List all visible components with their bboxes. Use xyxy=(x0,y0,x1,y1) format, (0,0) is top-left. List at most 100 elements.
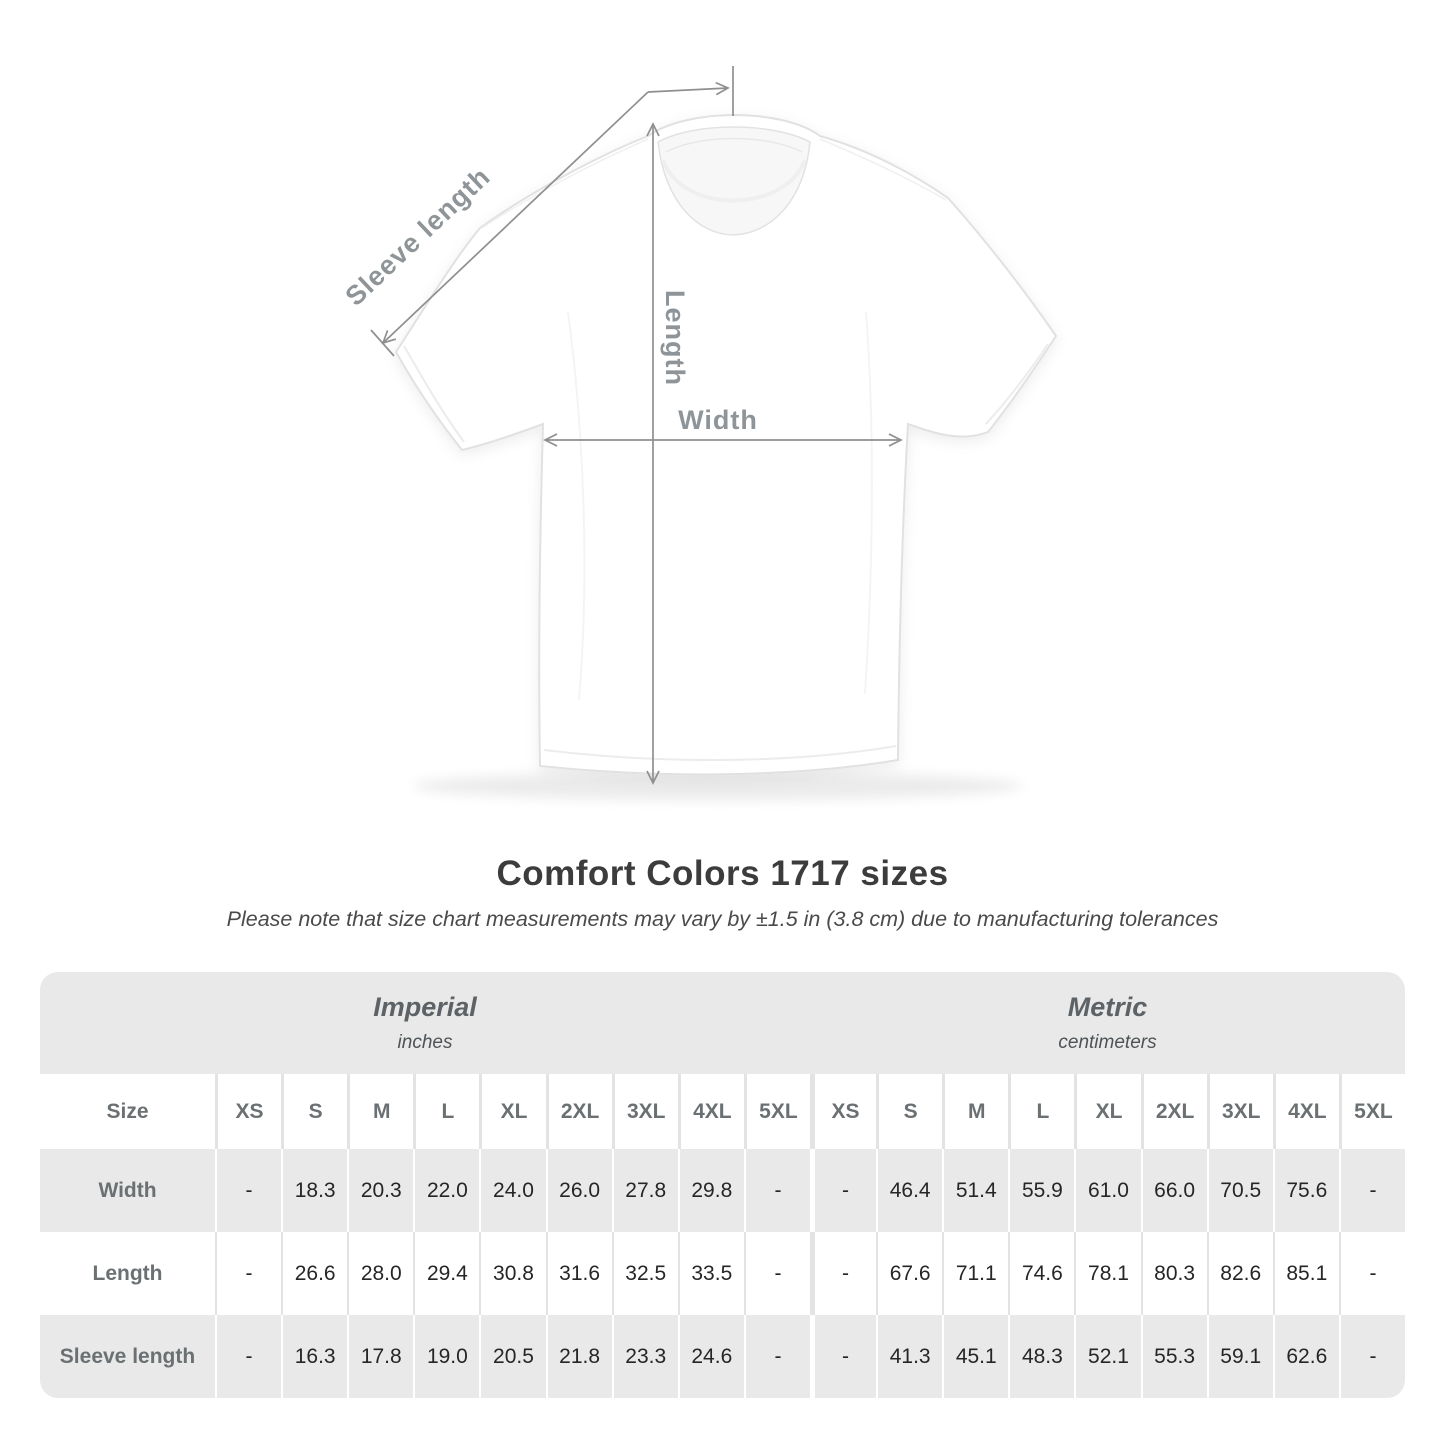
value-cell: 48.3 xyxy=(1008,1315,1075,1398)
value-cell: 55.9 xyxy=(1008,1149,1075,1232)
size-header-cell: L xyxy=(413,1074,480,1149)
left-shoulder-seam xyxy=(481,138,649,229)
value-cell: 61.0 xyxy=(1074,1149,1141,1232)
caption-block: Comfort Colors 1717 sizes Please note th… xyxy=(0,854,1445,932)
value-cell: 52.1 xyxy=(1074,1315,1141,1398)
metric-unit: centimeters xyxy=(1058,1032,1157,1053)
value-cell: 20.5 xyxy=(479,1315,546,1398)
value-cell: - xyxy=(215,1149,282,1232)
value-cell: 17.8 xyxy=(347,1315,414,1398)
value-cell: 29.8 xyxy=(677,1149,744,1232)
width-dimension-label: Width xyxy=(678,405,758,435)
value-cell: - xyxy=(743,1149,810,1232)
size-header-cell: 4XL xyxy=(1272,1074,1339,1149)
bottom-hem-seam xyxy=(543,745,897,762)
size-header-row: Size XS S M L XL 2XL 3XL 4XL 5XL XS S M … xyxy=(40,1074,1405,1149)
page-title: Comfort Colors 1717 sizes xyxy=(496,854,949,893)
right-shoulder-seam xyxy=(819,138,947,201)
value-cell: 59.1 xyxy=(1206,1315,1273,1398)
imperial-unit: inches xyxy=(397,1032,453,1053)
row-label: Length xyxy=(40,1232,215,1315)
collar-ribbing-seam xyxy=(665,137,803,153)
shirt-ground-shadow xyxy=(413,772,1023,800)
value-cell: - xyxy=(1338,1232,1405,1315)
value-cell: 23.3 xyxy=(611,1315,678,1398)
length-dimension-label: Length xyxy=(660,290,690,386)
value-cell: 78.1 xyxy=(1074,1232,1141,1315)
collar-inner-shadow xyxy=(661,159,807,203)
value-cell: 62.6 xyxy=(1272,1315,1339,1398)
value-cell: 80.3 xyxy=(1140,1232,1207,1315)
value-cell: 33.5 xyxy=(677,1232,744,1315)
value-cell: 30.8 xyxy=(479,1232,546,1315)
value-cell: 82.6 xyxy=(1206,1232,1273,1315)
value-cell: 24.0 xyxy=(479,1149,546,1232)
row-label: Width xyxy=(40,1149,215,1232)
value-cell: 51.4 xyxy=(942,1149,1009,1232)
value-cell: 45.1 xyxy=(942,1315,1009,1398)
value-cell: 32.5 xyxy=(611,1232,678,1315)
value-cell: - xyxy=(1338,1315,1405,1398)
value-cell: 26.6 xyxy=(281,1232,348,1315)
value-cell: - xyxy=(743,1315,810,1398)
size-header-cell: 2XL xyxy=(1140,1074,1207,1149)
size-header-cell: S xyxy=(281,1074,348,1149)
value-cell: 67.6 xyxy=(876,1232,943,1315)
value-cell: 20.3 xyxy=(347,1149,414,1232)
value-cell: 41.3 xyxy=(876,1315,943,1398)
size-header-cell: 5XL xyxy=(743,1074,810,1149)
size-table: Imperial inches Metric centimeters Size … xyxy=(40,972,1405,1398)
value-cell: 22.0 xyxy=(413,1149,480,1232)
value-cell: 27.8 xyxy=(611,1149,678,1232)
size-header-cell: XS xyxy=(215,1074,282,1149)
size-header-cell: 3XL xyxy=(1206,1074,1273,1149)
size-header-cell: XS xyxy=(810,1074,877,1149)
length-row: Length - 26.6 28.0 29.4 30.8 31.6 32.5 3… xyxy=(40,1232,1405,1315)
sleeve-dimension-horizontal xyxy=(647,81,730,96)
value-cell: 71.1 xyxy=(942,1232,1009,1315)
value-cell: - xyxy=(810,1315,877,1398)
value-cell: - xyxy=(1338,1149,1405,1232)
value-cell: 85.1 xyxy=(1272,1232,1339,1315)
sleeve-dimension-diagonal xyxy=(381,91,649,345)
value-cell: 55.3 xyxy=(1140,1315,1207,1398)
value-cell: 18.3 xyxy=(281,1149,348,1232)
value-cell: 46.4 xyxy=(876,1149,943,1232)
value-cell: 16.3 xyxy=(281,1315,348,1398)
sleeve-dimension-end-tick xyxy=(370,329,395,357)
wrinkle-right xyxy=(864,311,873,695)
metric-label: Metric xyxy=(1067,992,1148,1022)
size-column-header: Size xyxy=(40,1074,215,1149)
width-row: Width - 18.3 20.3 22.0 24.0 26.0 27.8 29… xyxy=(40,1149,1405,1232)
size-header-cell: L xyxy=(1008,1074,1075,1149)
value-cell: - xyxy=(215,1315,282,1398)
value-cell: 19.0 xyxy=(413,1315,480,1398)
wrinkle-left xyxy=(567,311,586,701)
tshirt-diagram-svg: Width Length Sleeve length xyxy=(340,66,1058,800)
size-header-cell: 4XL xyxy=(677,1074,744,1149)
value-cell: 70.5 xyxy=(1206,1149,1273,1232)
size-header-cell: XL xyxy=(1074,1074,1141,1149)
value-cell: - xyxy=(810,1149,877,1232)
row-label: Sleeve length xyxy=(40,1315,215,1398)
value-cell: 75.6 xyxy=(1272,1149,1339,1232)
value-cell: - xyxy=(215,1232,282,1315)
value-cell: 28.0 xyxy=(347,1232,414,1315)
shirt-illustration xyxy=(394,114,1058,776)
size-header-cell: M xyxy=(942,1074,1009,1149)
value-cell: 74.6 xyxy=(1008,1232,1075,1315)
value-cell: 31.6 xyxy=(545,1232,612,1315)
collar-opening xyxy=(657,126,811,236)
value-cell: 21.8 xyxy=(545,1315,612,1398)
value-cell: 24.6 xyxy=(677,1315,744,1398)
sleeve-length-row: Sleeve length - 16.3 17.8 19.0 20.5 21.8… xyxy=(40,1315,1405,1398)
unit-band-row: Imperial inches Metric centimeters xyxy=(40,972,1405,1074)
imperial-label: Imperial xyxy=(373,992,477,1022)
page-subtitle: Please note that size chart measurements… xyxy=(226,907,1219,931)
size-header-cell: M xyxy=(347,1074,414,1149)
right-sleeve-hem xyxy=(985,343,1049,425)
value-cell: 26.0 xyxy=(545,1149,612,1232)
size-header-cell: 5XL xyxy=(1338,1074,1405,1149)
value-cell: 29.4 xyxy=(413,1232,480,1315)
left-sleeve-hem xyxy=(403,345,465,443)
